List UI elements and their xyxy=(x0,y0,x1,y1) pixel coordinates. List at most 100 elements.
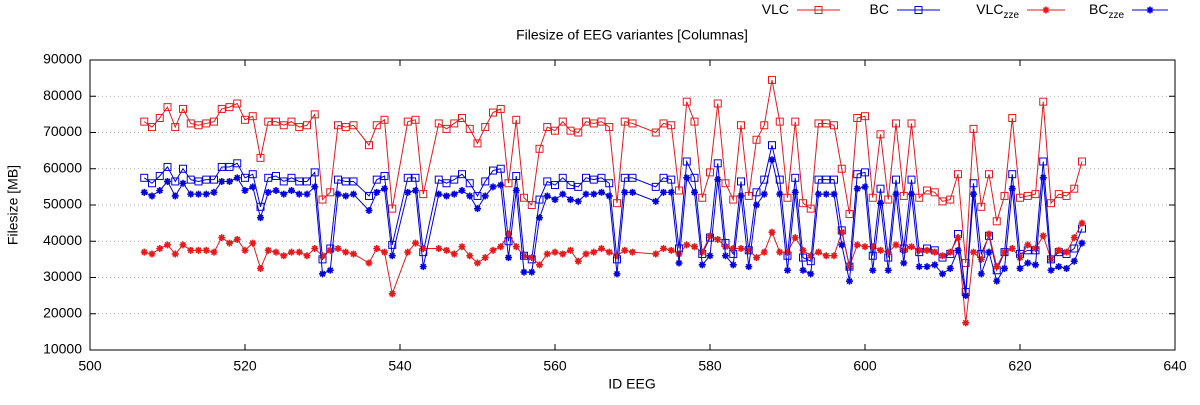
point xyxy=(226,239,233,247)
point xyxy=(148,192,156,200)
point xyxy=(1054,190,1063,199)
point xyxy=(217,104,226,113)
legend-name: BC xyxy=(1089,1,1108,17)
point xyxy=(527,201,536,209)
point xyxy=(403,173,412,182)
point xyxy=(450,250,458,258)
point xyxy=(768,228,776,236)
point xyxy=(520,193,528,202)
point xyxy=(380,172,389,180)
y-tick-label: 70000 xyxy=(43,123,82,139)
point xyxy=(667,175,676,184)
point xyxy=(877,246,884,254)
point xyxy=(861,168,869,177)
point xyxy=(419,245,427,252)
point xyxy=(1024,259,1032,267)
x-tick-label: 580 xyxy=(698,358,722,374)
point xyxy=(505,254,512,262)
point xyxy=(799,253,807,262)
point xyxy=(706,252,714,260)
y-tick-label: 80000 xyxy=(43,87,82,103)
point xyxy=(341,177,350,186)
point xyxy=(845,210,854,219)
point xyxy=(853,170,862,179)
point xyxy=(481,177,490,186)
point xyxy=(567,196,574,204)
point xyxy=(303,177,311,186)
point xyxy=(590,190,598,198)
point xyxy=(303,190,311,198)
point xyxy=(295,248,303,256)
legend-name: VLC xyxy=(762,1,789,17)
point xyxy=(140,248,148,256)
point xyxy=(1078,239,1086,247)
point xyxy=(318,195,327,204)
point xyxy=(543,177,552,186)
point xyxy=(597,173,606,182)
point xyxy=(729,195,738,204)
point xyxy=(853,185,861,193)
point xyxy=(861,243,869,251)
point xyxy=(512,172,521,180)
point xyxy=(1070,234,1078,242)
point xyxy=(272,187,280,194)
point xyxy=(171,250,179,258)
point xyxy=(279,121,288,130)
point xyxy=(163,103,172,112)
point xyxy=(434,175,443,184)
point xyxy=(156,187,164,194)
point xyxy=(411,115,420,124)
point xyxy=(768,75,776,84)
legend-swatch-marker xyxy=(1042,6,1050,14)
point xyxy=(861,112,869,121)
point xyxy=(590,248,598,256)
point xyxy=(946,248,954,256)
point xyxy=(567,246,574,254)
point xyxy=(713,159,722,168)
point xyxy=(621,246,629,254)
point xyxy=(288,187,295,194)
point xyxy=(435,190,443,198)
point xyxy=(868,251,877,260)
point xyxy=(264,188,272,196)
point xyxy=(993,277,1001,285)
point xyxy=(737,245,745,252)
point xyxy=(535,195,544,204)
point xyxy=(923,186,931,195)
point xyxy=(164,241,171,249)
point xyxy=(218,234,226,242)
series xyxy=(140,75,1086,267)
point xyxy=(682,97,691,106)
point xyxy=(846,277,853,285)
point xyxy=(876,184,885,193)
point xyxy=(504,237,513,246)
point xyxy=(683,241,691,249)
point xyxy=(814,119,823,128)
point xyxy=(660,188,667,196)
point xyxy=(938,197,947,206)
point xyxy=(1039,174,1047,182)
point xyxy=(365,141,373,150)
point xyxy=(1047,255,1055,263)
point xyxy=(179,164,187,173)
point xyxy=(474,205,481,213)
point xyxy=(1000,191,1009,200)
point xyxy=(675,186,683,195)
point xyxy=(319,252,326,260)
point xyxy=(310,110,319,119)
point xyxy=(241,115,249,124)
point xyxy=(768,156,776,164)
point xyxy=(651,128,660,137)
point xyxy=(558,173,567,182)
point xyxy=(884,195,893,204)
point xyxy=(698,261,706,269)
point xyxy=(187,190,195,198)
point xyxy=(954,234,962,242)
point xyxy=(217,162,226,171)
point xyxy=(559,250,567,258)
point xyxy=(566,181,575,190)
point xyxy=(791,173,800,182)
point xyxy=(1039,232,1047,240)
point xyxy=(807,252,815,260)
point xyxy=(1063,248,1070,256)
